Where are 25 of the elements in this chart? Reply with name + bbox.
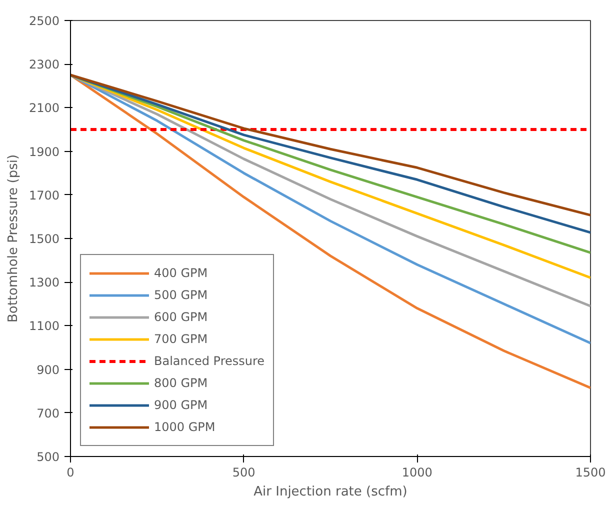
y-tick-label: 2300: [28, 58, 60, 72]
x-tick-label: 1000: [402, 466, 432, 480]
y-tick-label: 1500: [28, 232, 60, 246]
legend-label: 1000 GPM: [154, 420, 216, 434]
y-tick-label: 2100: [28, 101, 60, 116]
y-tick-label: 1100: [28, 319, 60, 334]
legend-label: 400 GPM: [154, 266, 208, 280]
legend-label: 900 GPM: [154, 398, 208, 412]
y-tick-label: 500: [36, 450, 60, 464]
x-tick-label: 0: [66, 466, 74, 480]
legend-label: Balanced Pressure: [154, 354, 265, 368]
legend-label: 700 GPM: [154, 332, 208, 346]
legend-label: 600 GPM: [154, 310, 208, 324]
y-axis-title: Bottomhole Pressure (psi): [6, 154, 21, 323]
y-tick-label: 1900: [28, 144, 60, 159]
y-tick-label: 2500: [28, 14, 60, 28]
x-axis-title: Air Injection rate (scfm): [254, 484, 408, 500]
y-tick-label: 1300: [28, 276, 60, 290]
x-tick-label: 500: [232, 466, 256, 480]
x-tick-label: 1500: [575, 466, 606, 480]
y-tick-label: 1700: [28, 188, 60, 202]
legend-label: 800 GPM: [154, 376, 208, 390]
y-tick-label: 700: [36, 406, 60, 420]
legend-label: 500 GPM: [154, 288, 208, 302]
y-tick-label: 900: [36, 362, 60, 377]
